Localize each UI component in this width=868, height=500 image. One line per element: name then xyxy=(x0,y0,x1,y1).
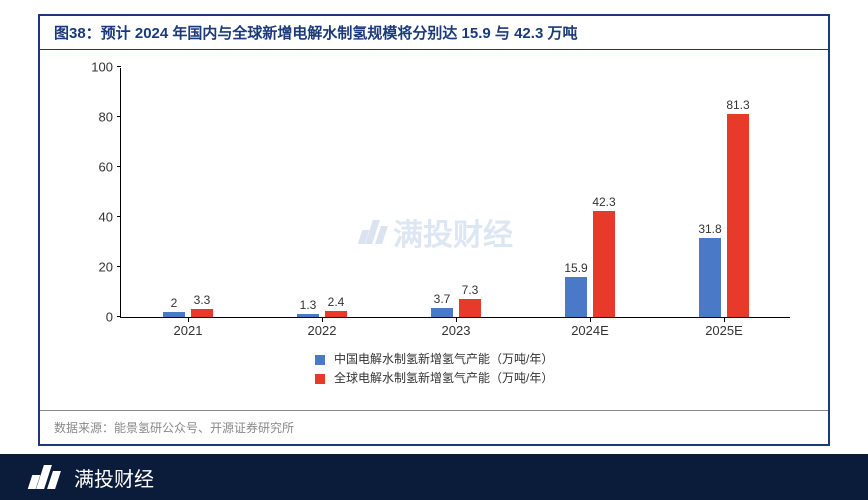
y-tick-mark xyxy=(117,66,121,67)
y-tick-label: 0 xyxy=(106,310,121,325)
y-tick-mark xyxy=(117,116,121,117)
bar-value-label: 1.3 xyxy=(300,298,317,314)
bar: 42.3 xyxy=(593,211,615,317)
y-tick-label: 20 xyxy=(99,260,121,275)
y-tick-mark xyxy=(117,166,121,167)
x-tick-label: 2022 xyxy=(277,317,367,338)
bar: 2.4 xyxy=(325,311,347,317)
legend-item-1: 全球电解水制氢新增氢气产能（万吨/年） xyxy=(40,369,828,386)
legend-label-0: 中国电解水制氢新增氢气产能（万吨/年） xyxy=(334,352,553,366)
chart-title-bar: 图38：预计 2024 年国内与全球新增电解水制氢规模将分别达 15.9 与 4… xyxy=(40,16,828,50)
footer: 满投财经 xyxy=(0,454,868,500)
footer-logo-icon xyxy=(30,465,64,489)
legend-swatch-1 xyxy=(315,374,325,384)
legend-item-0: 中国电解水制氢新增氢气产能（万吨/年） xyxy=(40,350,828,367)
bar-value-label: 2 xyxy=(171,296,178,312)
x-tick-label: 2021 xyxy=(143,317,233,338)
bar: 1.3 xyxy=(297,314,319,317)
y-tick-label: 100 xyxy=(91,60,121,75)
bar: 3.7 xyxy=(431,308,453,317)
y-tick-mark xyxy=(117,316,121,317)
y-tick-mark xyxy=(117,216,121,217)
bar-value-label: 3.3 xyxy=(194,293,211,309)
y-tick-label: 40 xyxy=(99,210,121,225)
bar-value-label: 3.7 xyxy=(434,292,451,308)
bar-value-label: 7.3 xyxy=(462,283,479,299)
bar-value-label: 81.3 xyxy=(726,98,749,114)
legend-swatch-0 xyxy=(315,355,325,365)
legend: 中国电解水制氢新增氢气产能（万吨/年） 全球电解水制氢新增氢气产能（万吨/年） xyxy=(40,348,828,388)
bar-value-label: 15.9 xyxy=(564,261,587,277)
bar: 2 xyxy=(163,312,185,317)
bar: 81.3 xyxy=(727,114,749,317)
footer-text: 满投财经 xyxy=(74,463,154,492)
bar: 31.8 xyxy=(699,238,721,318)
legend-label-1: 全球电解水制氢新增氢气产能（万吨/年） xyxy=(334,371,553,385)
bar: 3.3 xyxy=(191,309,213,317)
plot-region: 020406080100202123.320221.32.420233.77.3… xyxy=(120,68,790,318)
bar-value-label: 31.8 xyxy=(698,222,721,238)
chart-area: 020406080100202123.320221.32.420233.77.3… xyxy=(40,50,828,370)
x-tick-label: 2024E xyxy=(545,317,635,338)
chart-title: 图38：预计 2024 年国内与全球新增电解水制氢规模将分别达 15.9 与 4… xyxy=(54,22,818,43)
bar: 15.9 xyxy=(565,277,587,317)
y-tick-mark xyxy=(117,266,121,267)
source-text: 数据来源：能景氢研公众号、开源证券研究所 xyxy=(54,421,294,435)
chart-frame: 图38：预计 2024 年国内与全球新增电解水制氢规模将分别达 15.9 与 4… xyxy=(38,14,830,446)
x-tick-label: 2025E xyxy=(679,317,769,338)
bar-value-label: 2.4 xyxy=(328,295,345,311)
source-bar: 数据来源：能景氢研公众号、开源证券研究所 xyxy=(40,410,828,444)
y-tick-label: 60 xyxy=(99,160,121,175)
x-tick-label: 2023 xyxy=(411,317,501,338)
y-tick-label: 80 xyxy=(99,110,121,125)
bar-value-label: 42.3 xyxy=(592,195,615,211)
bar: 7.3 xyxy=(459,299,481,317)
